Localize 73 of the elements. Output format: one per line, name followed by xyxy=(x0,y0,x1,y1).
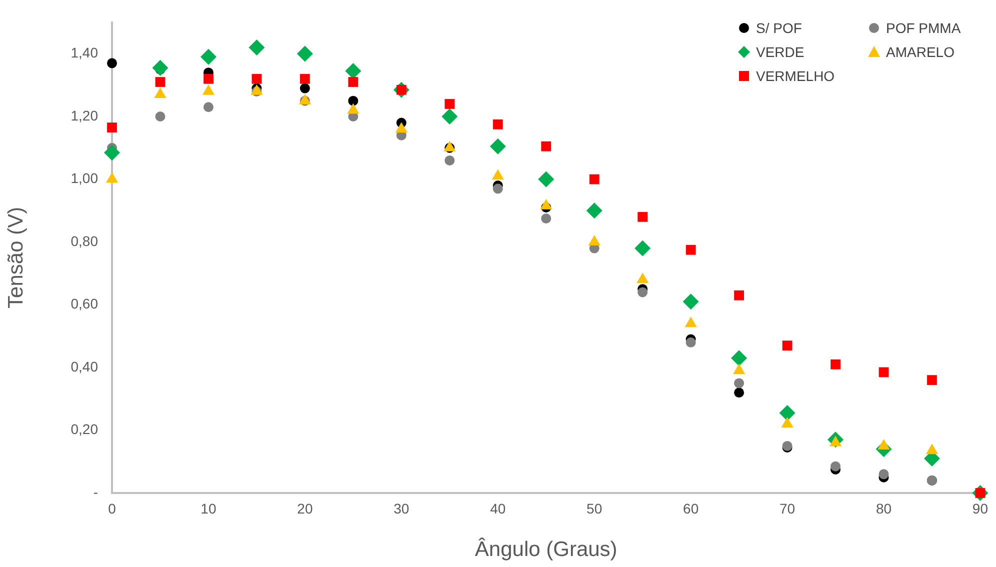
point xyxy=(348,77,358,87)
point xyxy=(634,240,651,256)
point xyxy=(107,58,117,68)
x-tick-label: 50 xyxy=(586,500,602,516)
y-tick-label: 1,40 xyxy=(70,44,98,61)
point xyxy=(779,405,796,421)
point xyxy=(444,155,455,166)
point xyxy=(878,469,889,480)
legend-label: S/ POF xyxy=(756,20,802,36)
y-tick-label: 1,20 xyxy=(70,107,98,124)
point xyxy=(442,108,458,125)
point xyxy=(490,138,506,154)
point xyxy=(248,40,265,56)
y-tick-label: 0,40 xyxy=(70,358,98,374)
legend-label: VERMELHO xyxy=(756,68,835,84)
point xyxy=(734,378,744,388)
point xyxy=(492,119,503,130)
y-tick-label: 1,00 xyxy=(70,170,98,186)
point xyxy=(200,48,216,65)
point xyxy=(731,350,748,366)
point xyxy=(734,388,744,398)
point xyxy=(348,96,358,106)
point xyxy=(104,144,120,161)
point xyxy=(734,290,744,300)
y-axis-title: Tensão (V) xyxy=(4,206,28,308)
point xyxy=(830,359,840,370)
point xyxy=(927,375,937,386)
point xyxy=(154,88,166,98)
point xyxy=(345,63,362,80)
x-tick-label: 0 xyxy=(108,500,116,516)
point xyxy=(682,294,699,310)
y-tick-label: - xyxy=(93,484,98,500)
point xyxy=(638,287,648,298)
point xyxy=(155,112,166,122)
y-tick-label: 0,60 xyxy=(70,296,98,312)
point xyxy=(686,244,696,255)
point xyxy=(107,122,117,132)
point xyxy=(444,99,455,109)
point xyxy=(586,202,602,219)
point xyxy=(152,60,168,76)
legend-label: VERDE xyxy=(756,44,804,60)
point xyxy=(686,337,696,348)
point xyxy=(538,171,554,188)
x-tick-label: 80 xyxy=(876,500,892,516)
x-axis-title: Ângulo (Graus) xyxy=(474,537,618,562)
y-tick-label: 0,80 xyxy=(70,232,98,249)
y-tick-label: 0,20 xyxy=(70,421,98,438)
point xyxy=(300,83,310,94)
x-tick-label: 10 xyxy=(200,500,216,516)
x-tick-label: 40 xyxy=(490,500,506,516)
x-tick-label: 30 xyxy=(394,500,410,516)
point xyxy=(204,74,214,84)
point xyxy=(395,122,408,133)
legend-label: AMARELO xyxy=(886,44,954,60)
point xyxy=(541,141,552,152)
point xyxy=(830,461,841,472)
x-tick-label: 70 xyxy=(779,500,796,516)
x-tick-label: 60 xyxy=(683,500,699,516)
x-tick-label: 20 xyxy=(297,500,313,516)
point xyxy=(541,213,552,224)
point xyxy=(492,184,503,194)
point xyxy=(878,367,889,378)
legend-label: POF PMMA xyxy=(886,20,961,36)
point xyxy=(296,46,313,62)
point xyxy=(588,235,600,246)
point xyxy=(589,174,600,184)
point xyxy=(203,102,214,112)
point xyxy=(155,77,166,87)
point xyxy=(300,74,310,84)
point xyxy=(252,74,262,84)
point xyxy=(638,212,648,222)
x-tick-label: 90 xyxy=(972,500,988,516)
point xyxy=(782,340,792,350)
